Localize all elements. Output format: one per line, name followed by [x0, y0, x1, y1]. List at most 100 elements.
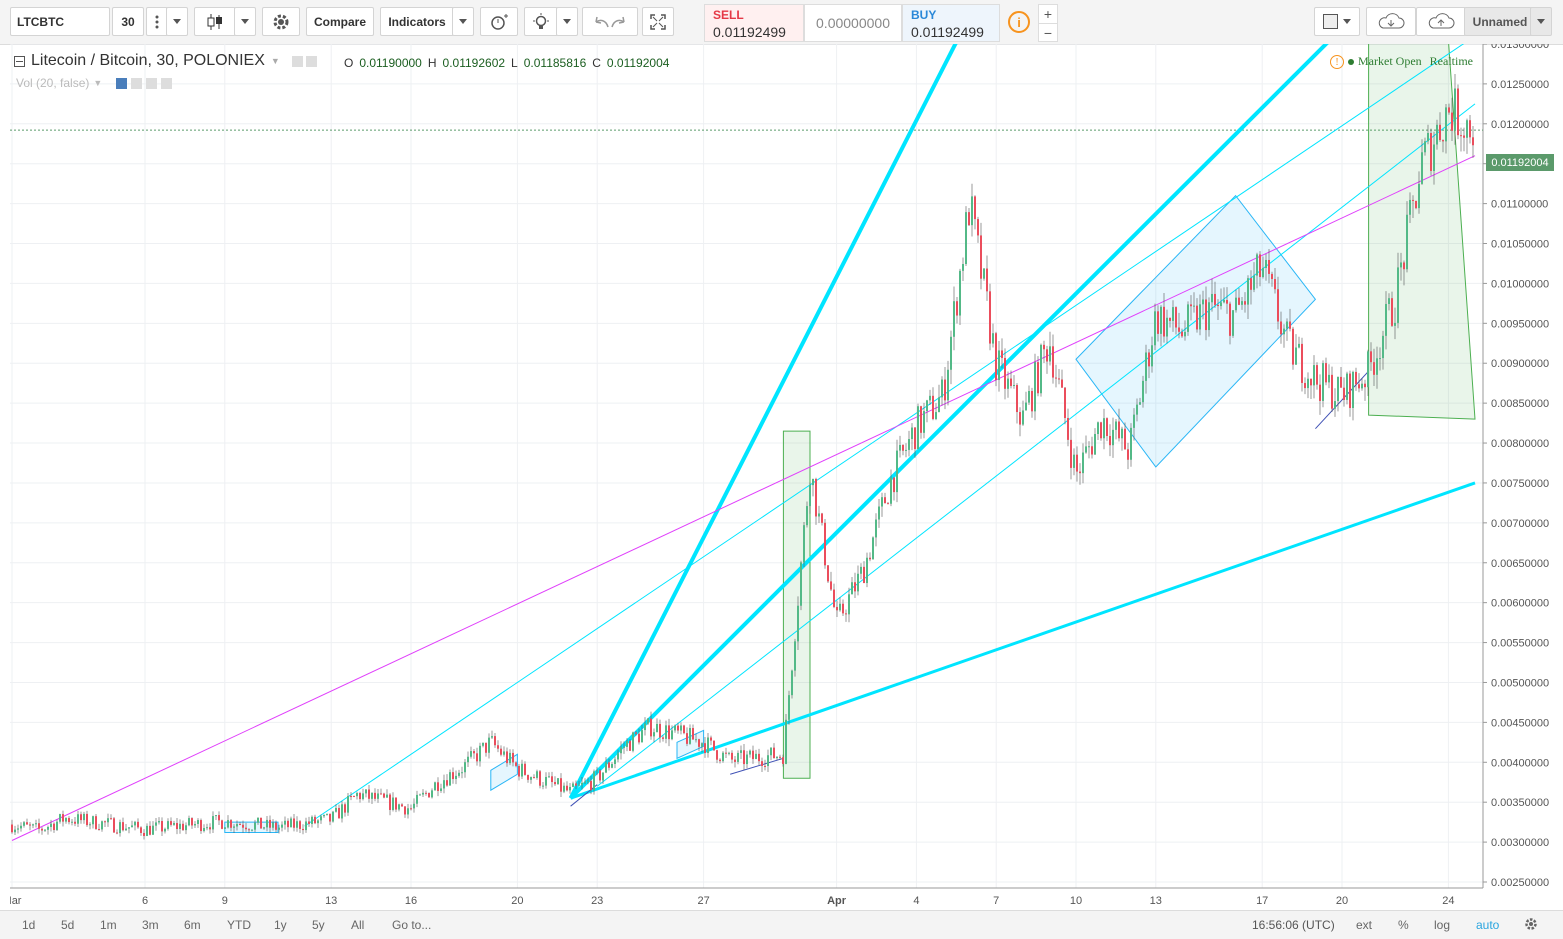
range-button-5d[interactable]: 5d — [61, 918, 75, 932]
candle — [1334, 401, 1336, 409]
indicators-button[interactable]: Indicators — [380, 7, 454, 36]
ext-toggle[interactable]: ext — [1356, 914, 1372, 936]
log-toggle[interactable]: log — [1434, 914, 1450, 936]
candle — [1211, 293, 1213, 303]
candle — [884, 497, 886, 504]
cloud-download-icon — [1378, 12, 1405, 28]
candle — [1322, 363, 1324, 401]
fullscreen-button[interactable] — [642, 7, 674, 36]
candle — [422, 792, 424, 795]
square-icon — [1323, 14, 1338, 29]
candle — [1199, 304, 1201, 330]
layout-name-button[interactable]: Unnamed — [1464, 7, 1536, 36]
candle — [404, 806, 406, 815]
chart-style-dropdown[interactable] — [234, 7, 256, 36]
candle — [203, 828, 205, 832]
settings-icon[interactable] — [146, 77, 158, 89]
eye-icon[interactable] — [116, 77, 128, 89]
open-label: O — [344, 56, 354, 70]
range-button-1d[interactable]: 1d — [22, 918, 36, 932]
candle — [446, 780, 448, 786]
more-intervals-icon[interactable] — [146, 7, 168, 36]
settings-icon[interactable] — [291, 55, 303, 67]
candle — [1301, 343, 1303, 383]
chevron-down-icon[interactable]: ▼ — [270, 56, 280, 66]
range-button-ytd[interactable]: YTD — [227, 918, 251, 932]
chart-settings-button[interactable] — [1524, 913, 1538, 935]
candle — [1172, 307, 1174, 321]
ideas-button[interactable] — [524, 7, 558, 36]
time-tick-label: Mar — [10, 895, 22, 907]
cloud-load-button[interactable] — [1366, 7, 1416, 36]
alert-button[interactable] — [480, 7, 518, 36]
range-button-1m[interactable]: 1m — [100, 918, 117, 932]
candle — [815, 478, 817, 517]
candle — [740, 750, 742, 753]
high-value: 0.01192602 — [442, 56, 506, 70]
sell-button[interactable]: SELL 0.01192499 — [704, 4, 804, 42]
close-icon[interactable] — [161, 77, 173, 89]
candle — [293, 818, 295, 828]
minus-button[interactable]: − — [1039, 23, 1057, 42]
range-button-all[interactable]: All — [351, 918, 365, 932]
percent-toggle[interactable]: % — [1398, 914, 1409, 936]
price-chart[interactable]: 0.013000000.012500000.012000000.01150000… — [10, 44, 1563, 910]
time-tick-label: 7 — [993, 895, 999, 907]
candle — [1073, 454, 1075, 468]
candle — [461, 772, 463, 774]
time-tick-label: 17 — [1256, 895, 1268, 907]
cloud-save-button[interactable] — [1416, 7, 1466, 36]
indicators-dropdown[interactable] — [452, 7, 474, 36]
candle — [1268, 259, 1270, 274]
candle — [998, 350, 1000, 380]
plus-button[interactable]: + — [1043, 6, 1053, 22]
gear-icon[interactable] — [131, 77, 143, 89]
candle — [275, 822, 277, 830]
candle — [143, 832, 145, 836]
price-tick-label: 0.00800000 — [1491, 438, 1549, 450]
candle — [647, 718, 649, 724]
layout-name-dropdown[interactable] — [1530, 7, 1552, 36]
collapse-icon[interactable] — [14, 55, 25, 67]
range-button-3m[interactable]: 3m — [142, 918, 159, 932]
chart-area[interactable]: 0.013000000.012500000.012000000.01150000… — [10, 44, 1563, 910]
candle — [425, 792, 427, 794]
candle — [146, 825, 148, 836]
candle — [590, 780, 592, 791]
range-button-1y[interactable]: 1y — [274, 918, 287, 932]
gear-icon[interactable] — [305, 55, 317, 67]
ideas-dropdown[interactable] — [556, 7, 578, 36]
redo-icon[interactable] — [610, 15, 628, 29]
info-icon[interactable]: i — [1008, 11, 1030, 33]
candle — [452, 772, 454, 780]
candle — [1010, 378, 1012, 386]
chart-style-button[interactable] — [194, 7, 236, 36]
candle — [605, 762, 607, 773]
candle — [1103, 418, 1105, 439]
interval-dropdown[interactable] — [166, 7, 188, 36]
candle — [206, 827, 208, 829]
goto-button[interactable]: Go to... — [392, 914, 431, 936]
candle — [116, 832, 118, 834]
range-button-5y[interactable]: 5y — [312, 918, 325, 932]
chevron-down-icon[interactable]: ▼ — [93, 78, 103, 88]
price-tick-label: 0.00500000 — [1491, 677, 1549, 689]
layout-button[interactable] — [1314, 7, 1360, 36]
buy-button[interactable]: BUY 0.01192499 — [902, 4, 1000, 42]
range-button-6m[interactable]: 6m — [184, 918, 201, 932]
undo-icon[interactable] — [592, 15, 610, 29]
bottom-toolbar: 1d 5d 1m 3m 6m YTD 1y 5y All Go to... 16:56:06 (… — [0, 910, 1563, 939]
interval-button[interactable]: 30 — [112, 7, 144, 36]
symbol-input[interactable]: LTCBTC — [10, 7, 110, 36]
candle — [458, 772, 460, 776]
candle — [644, 723, 646, 731]
zoom-stepper: + − — [1038, 4, 1058, 42]
candle — [338, 807, 340, 819]
warning-icon[interactable]: ! — [1330, 54, 1344, 69]
candle — [716, 750, 718, 760]
candle — [659, 723, 661, 738]
candle — [398, 804, 400, 810]
settings-button[interactable] — [262, 7, 300, 36]
compare-button[interactable]: Compare — [306, 7, 374, 36]
auto-toggle[interactable]: auto — [1476, 914, 1499, 936]
